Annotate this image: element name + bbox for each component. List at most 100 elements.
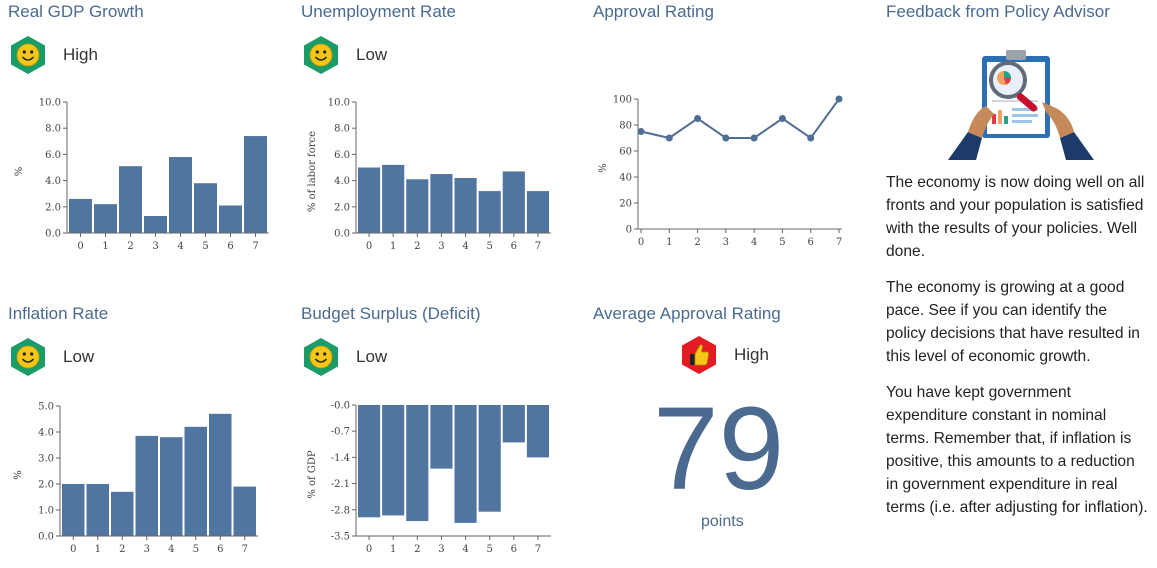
panel-average-approval: Average Approval Rating High 79 points: [593, 304, 863, 566]
y-tick-label: 2.0: [45, 202, 61, 213]
y-tick-label: 60: [619, 147, 632, 158]
thumbs-up-icon: [682, 336, 716, 374]
y-tick-label: 1.0: [38, 506, 54, 517]
data-point: [750, 134, 758, 142]
smiley-icon: [304, 338, 338, 376]
y-tick-label: 4.0: [38, 428, 54, 439]
smiley-icon: [11, 36, 45, 74]
approval-chart: 0 20 40 60 80 100% 0 1 2 3 4 5 6 7: [598, 95, 843, 248]
x-tick-label: 6: [511, 241, 517, 252]
y-tick-label: 0.0: [38, 532, 54, 543]
x-tick-label: 2: [414, 544, 420, 555]
status-label: High: [734, 345, 769, 364]
y-tick-label: 2.0: [38, 480, 54, 491]
bar: [194, 183, 217, 233]
clipboard-magnifier-icon: [948, 50, 1094, 160]
y-tick-label: 5.0: [38, 402, 54, 413]
average-approval-unit: points: [701, 513, 744, 530]
status-label: Low: [356, 45, 388, 64]
y-tick-label: 6.0: [45, 150, 61, 161]
advisor-paragraph: The economy is growing at a good pace. S…: [886, 279, 1140, 365]
x-tick-label: 1: [95, 544, 101, 555]
bar: [86, 484, 109, 536]
data-point: [835, 95, 843, 103]
y-tick-label: 4.0: [45, 176, 61, 187]
status-row: Low: [301, 34, 387, 76]
y-tick-label: 0.0: [334, 229, 350, 240]
bar: [382, 405, 405, 516]
x-tick-label: 3: [438, 544, 444, 555]
x-tick-label: 5: [487, 241, 493, 252]
bar: [219, 205, 242, 233]
y-tick-label: 40: [619, 173, 632, 184]
bar: [160, 437, 183, 536]
y-axis-label: %: [14, 167, 25, 177]
y-tick-label: 0: [626, 225, 632, 236]
bar: [430, 405, 453, 469]
bar: [184, 426, 207, 536]
bar: [526, 405, 549, 458]
data-point: [778, 115, 786, 122]
y-tick-label: 4.0: [334, 176, 350, 187]
x-tick-label: 0: [366, 241, 372, 252]
data-point: [722, 134, 730, 142]
x-tick-label: 4: [751, 237, 757, 248]
bar: [111, 491, 134, 536]
average-approval-value: 79: [653, 383, 785, 515]
panel-inflation: Inflation Rate Low 0.0 1.0 2.0 3.0 4.0 5.0% 0 1…: [8, 304, 278, 566]
advisor-panel: Feedback from Policy Advisor The economy…: [886, 2, 1151, 562]
advisor-paragraph: You have kept government expenditure con…: [886, 384, 1148, 516]
x-tick-label: 2: [127, 241, 133, 252]
y-tick-label: 6.0: [334, 150, 350, 161]
x-tick-label: 3: [723, 237, 729, 248]
x-tick-label: 6: [227, 241, 233, 252]
status-row: Low: [301, 336, 387, 378]
x-tick-label: 5: [487, 544, 493, 555]
bar: [454, 177, 477, 233]
y-axis-label: %: [13, 470, 24, 480]
x-tick-label: 6: [217, 544, 223, 555]
x-tick-label: 1: [390, 241, 396, 252]
x-tick-label: 7: [535, 241, 541, 252]
bar: [119, 166, 142, 233]
advisor-paragraph: The economy is now doing well on all fro…: [886, 174, 1145, 260]
bar: [209, 413, 232, 536]
bar: [94, 204, 117, 233]
y-axis-label: %: [598, 163, 609, 173]
x-tick-label: 6: [808, 237, 814, 248]
y-tick-label: -2.1: [331, 479, 350, 490]
bar: [244, 136, 267, 233]
x-tick-label: 4: [462, 544, 468, 555]
bar: [135, 435, 158, 536]
status-label: Low: [63, 347, 95, 366]
panel-unemployment: Unemployment Rate Low 0.0 2.0 4.0 6.0 8.0 10.…: [301, 2, 571, 272]
y-tick-label: 8.0: [45, 124, 61, 135]
bar: [430, 174, 453, 233]
x-tick-label: 3: [144, 544, 150, 555]
x-tick-label: 0: [638, 237, 644, 248]
smiley-icon: [304, 36, 338, 74]
x-tick-label: 5: [779, 237, 785, 248]
x-tick-label: 0: [366, 544, 372, 555]
status-row: Low: [8, 336, 94, 378]
y-axis-label: % of labor force: [307, 131, 318, 212]
bar: [382, 164, 405, 233]
bar: [69, 198, 92, 233]
panel-gdp: Real GDP Growth High 0.0 2.0 4.0 6.0 8.0 10.0…: [8, 2, 278, 272]
bar: [502, 405, 525, 443]
data-point: [637, 128, 645, 135]
x-tick-label: 2: [119, 544, 125, 555]
budget-chart: -0.0 -0.7 -1.4 -2.1 -2.8 -3.5 % of GDP 0 1 2 3 4 5 6 7: [307, 401, 551, 555]
data-point: [807, 134, 815, 142]
x-tick-label: 2: [694, 237, 700, 248]
x-tick-label: 3: [438, 241, 444, 252]
panel-approval: Approval Rating 0 20 40 60 80 100% 0 1 2 3 4 5 6 7: [593, 2, 863, 272]
x-tick-label: 4: [168, 544, 174, 555]
bar: [478, 405, 501, 512]
status-row: High: [8, 34, 98, 76]
smiley-icon: [11, 338, 45, 376]
gdp-chart: 0.0 2.0 4.0 6.0 8.0 10.0% 0 1 2 3 4 5 6 7: [14, 98, 269, 252]
panel-title: Inflation Rate: [8, 304, 109, 323]
y-tick-label: 80: [619, 121, 632, 132]
x-tick-label: 7: [535, 544, 541, 555]
